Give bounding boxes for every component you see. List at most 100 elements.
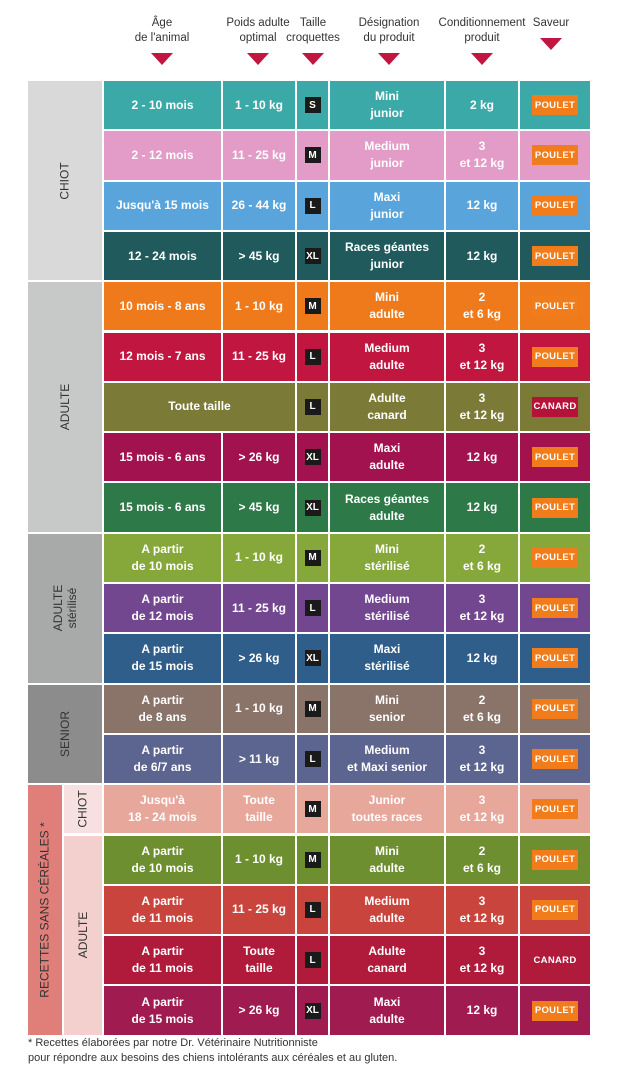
cell-designation: Junior toutes races xyxy=(330,785,444,834)
cell-saveur: POULET xyxy=(520,885,590,935)
cell-taille: M xyxy=(297,131,328,180)
cell-age: 15 mois - 6 ans xyxy=(104,433,221,482)
subgroup-band: CHIOT xyxy=(64,785,102,834)
cell-poids: > 26 kg xyxy=(223,433,295,482)
cell-conditionnement: 12 kg xyxy=(446,634,518,683)
cell-saveur: POULET xyxy=(520,483,590,532)
cell-age: 12 - 24 mois xyxy=(104,231,221,281)
cell-taille: M xyxy=(297,282,328,331)
cell-saveur: POULET xyxy=(520,584,590,633)
group-label: RECETTES SANS CÉRÉALES * xyxy=(38,822,53,998)
cell-poids: 1 - 10 kg xyxy=(223,81,295,130)
size-badge: L xyxy=(304,197,321,214)
cell-age: A partir de 10 mois xyxy=(104,835,221,884)
cell-conditionnement: 2 et 6 kg xyxy=(446,282,518,331)
cell-taille: M xyxy=(297,835,328,884)
down-arrow-icon xyxy=(151,53,173,65)
size-badge: L xyxy=(304,952,321,969)
header-designation-label: Désignation du produit xyxy=(358,17,420,44)
cell-poids: 11 - 25 kg xyxy=(223,131,295,180)
cell-designation: Maxi adulte xyxy=(330,986,444,1035)
subgroup-label: ADULTE xyxy=(76,911,91,959)
footnote: * Recettes élaborées par notre Dr. Vétér… xyxy=(28,1037,398,1064)
flavor-badge: POULET xyxy=(532,849,578,870)
cell-poids: 1 - 10 kg xyxy=(223,835,295,884)
cell-taille: S xyxy=(297,81,328,130)
group-band: ADULTE xyxy=(28,282,102,532)
header-poids: Poids adulte optimal xyxy=(208,16,308,65)
cell-designation: Medium stérilisé xyxy=(330,584,444,633)
size-badge: M xyxy=(304,549,321,566)
cell-designation: Mini senior xyxy=(330,684,444,733)
size-badge: M xyxy=(304,851,321,868)
cell-poids: 11 - 25 kg xyxy=(223,332,295,381)
cell-designation: Maxi junior xyxy=(330,181,444,230)
group-band: ADULTE stérilisé xyxy=(28,533,102,683)
cell-age: A partir de 11 mois xyxy=(104,885,221,935)
cell-designation: Medium junior xyxy=(330,131,444,180)
cell-age: Jusqu'à 18 - 24 mois xyxy=(104,785,221,834)
cell-poids: 1 - 10 kg xyxy=(223,533,295,582)
cell-saveur: POULET xyxy=(520,835,590,884)
header-saveur-label: Saveur xyxy=(532,17,570,29)
cell-saveur: POULET xyxy=(520,684,590,733)
cell-poids: > 45 kg xyxy=(223,231,295,281)
cell-taille: L xyxy=(297,332,328,381)
flavor-badge: POULET xyxy=(532,1000,578,1021)
cell-taille: XL xyxy=(297,231,328,281)
cell-age: 10 mois - 8 ans xyxy=(104,282,221,331)
cell-saveur: POULET xyxy=(520,81,590,130)
size-badge: XL xyxy=(304,650,321,667)
cell-conditionnement: 3 et 12 kg xyxy=(446,785,518,834)
cell-poids: Toute taille xyxy=(223,785,295,834)
header-conditionnement-label: Conditionnement produit xyxy=(438,17,526,44)
cell-designation: Mini adulte xyxy=(330,282,444,331)
cell-taille: L xyxy=(297,584,328,633)
cell-designation: Races géantes adulte xyxy=(330,483,444,532)
cell-conditionnement: 3 et 12 kg xyxy=(446,885,518,935)
cell-poids: > 26 kg xyxy=(223,634,295,683)
cell-designation: Maxi stérilisé xyxy=(330,634,444,683)
cell-age: A partir de 10 mois xyxy=(104,533,221,582)
cell-age: 12 mois - 7 ans xyxy=(104,332,221,381)
cell-conditionnement: 3 et 12 kg xyxy=(446,936,518,985)
product-table: CHIOT ADULTE ADULTE stérilisé SENIOR RECETTE… xyxy=(28,81,590,1035)
size-badge: M xyxy=(304,298,321,315)
cell-designation: Races géantes junior xyxy=(330,231,444,281)
cell-designation: Mini stérilisé xyxy=(330,533,444,582)
down-arrow-icon xyxy=(378,53,400,65)
group-label: SENIOR xyxy=(57,710,72,757)
flavor-badge: POULET xyxy=(532,547,578,568)
cell-saveur: POULET xyxy=(520,231,590,281)
size-badge: L xyxy=(304,901,321,918)
flavor-badge: POULET xyxy=(532,799,578,820)
header-poids-label: Poids adulte optimal xyxy=(226,17,290,44)
down-arrow-icon xyxy=(471,53,493,65)
flavor-badge: POULET xyxy=(532,296,578,317)
cell-conditionnement: 12 kg xyxy=(446,986,518,1035)
cell-taille: XL xyxy=(297,483,328,532)
size-badge: L xyxy=(304,751,321,768)
header-saveur: Saveur xyxy=(501,16,601,50)
down-arrow-icon xyxy=(540,38,562,50)
header-taille-label: Taille croquettes xyxy=(286,17,340,44)
flavor-badge: POULET xyxy=(532,145,578,166)
size-badge: XL xyxy=(304,499,321,516)
cell-saveur: POULET xyxy=(520,332,590,381)
cell-designation: Mini adulte xyxy=(330,835,444,884)
group-label: ADULTE stérilisé xyxy=(50,584,79,632)
group-band: RECETTES SANS CÉRÉALES * xyxy=(28,785,62,1035)
cell-saveur: CANARD xyxy=(520,936,590,985)
size-badge: XL xyxy=(304,449,321,466)
cell-age: A partir de 15 mois xyxy=(104,634,221,683)
size-badge: M xyxy=(304,147,321,164)
cell-saveur: POULET xyxy=(520,734,590,784)
cell-age: A partir de 11 mois xyxy=(104,936,221,985)
group-label: CHIOT xyxy=(58,161,72,200)
flavor-badge: POULET xyxy=(532,598,578,619)
cell-poids: 1 - 10 kg xyxy=(223,684,295,733)
cell-poids: > 45 kg xyxy=(223,483,295,532)
cell-taille: L xyxy=(297,382,328,432)
cell-conditionnement: 2 et 6 kg xyxy=(446,533,518,582)
cell-conditionnement: 3 et 12 kg xyxy=(446,734,518,784)
